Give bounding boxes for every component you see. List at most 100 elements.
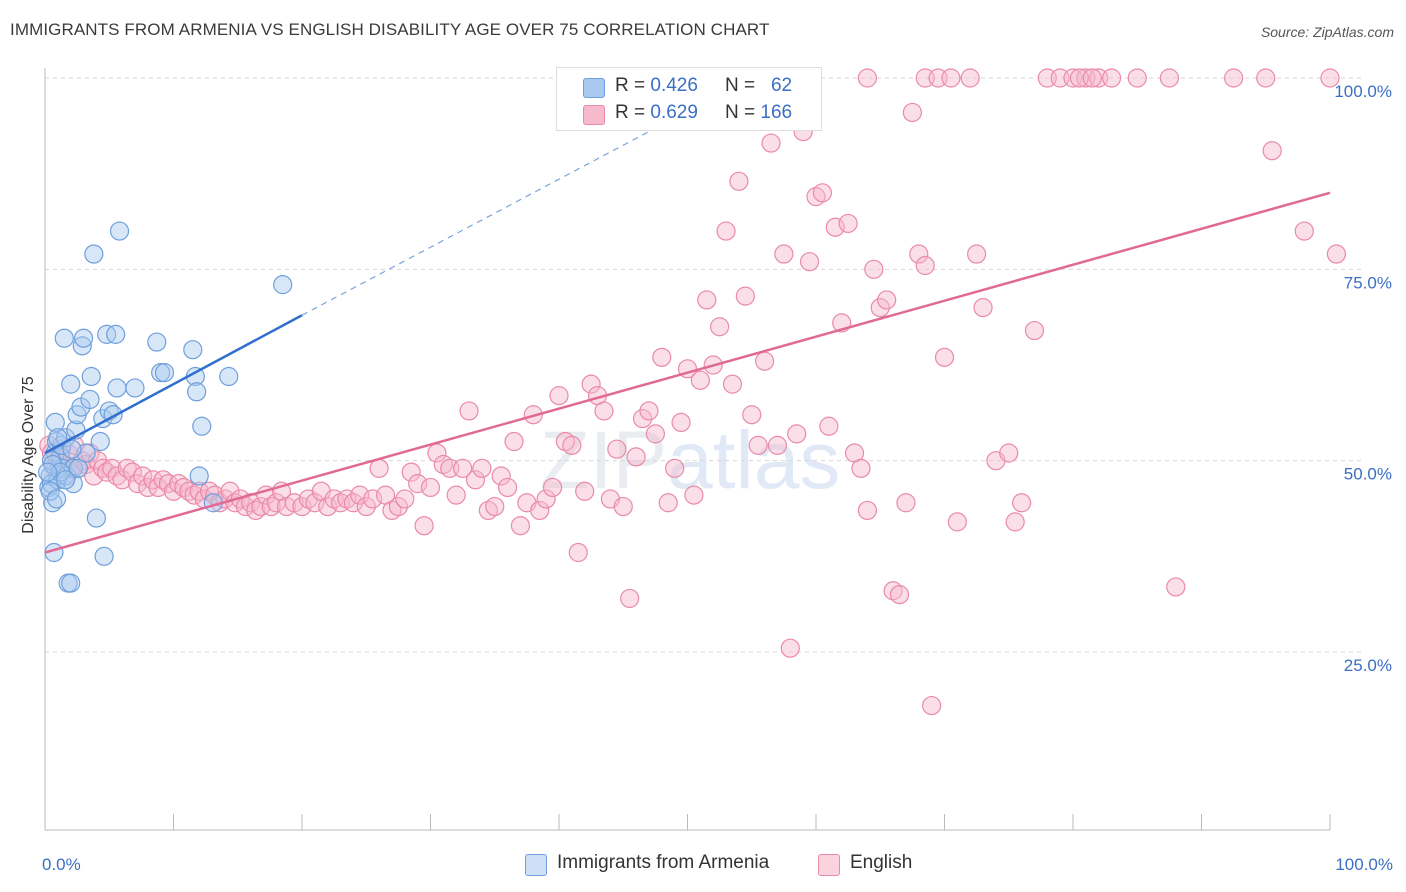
data-point-english <box>735 286 755 306</box>
data-point-english <box>395 489 415 509</box>
data-point-english <box>960 68 980 88</box>
data-point-english <box>261 496 281 517</box>
series-legend: Immigrants from Armenia English <box>0 852 1406 878</box>
y-tick-label: 25.0% <box>1344 656 1392 675</box>
data-point-english <box>408 474 428 494</box>
data-point-english <box>1127 68 1147 88</box>
data-point-english <box>562 435 582 455</box>
data-point-english <box>1224 68 1244 88</box>
data-point-english <box>453 458 473 478</box>
data-point-english <box>97 462 117 482</box>
data-point-english <box>877 290 897 310</box>
legend-n-label: N = <box>725 75 756 96</box>
data-point-english <box>857 500 878 521</box>
legend-label-armenia: Immigrants from Armenia <box>557 852 770 873</box>
data-point-english <box>401 462 421 482</box>
y-axis-title: Disability Age Over 75 <box>20 376 37 534</box>
data-point-english <box>184 485 204 505</box>
data-point-english <box>343 493 363 513</box>
data-point-armenia <box>94 546 114 566</box>
data-point-english <box>363 489 383 509</box>
data-point-english <box>896 493 916 513</box>
data-point-english <box>864 259 884 279</box>
data-point-armenia <box>63 458 83 478</box>
data-point-english <box>909 244 929 264</box>
trend-line-english <box>44 191 1331 554</box>
legend-swatch-english <box>583 105 605 125</box>
data-point-english <box>774 244 794 264</box>
data-point-english <box>246 500 266 521</box>
data-point-english <box>1294 221 1314 241</box>
data-point-english <box>645 424 665 444</box>
data-point-english <box>999 443 1019 463</box>
data-point-english <box>122 462 142 482</box>
data-point-english <box>947 512 967 532</box>
data-point-english <box>652 347 672 367</box>
data-point-english <box>607 439 627 459</box>
legend-n-value: 166 <box>760 102 793 123</box>
legend-r-value: 0.629 <box>650 102 698 123</box>
data-point-armenia <box>68 458 89 478</box>
data-point-armenia <box>90 431 110 452</box>
data-point-english <box>1101 68 1122 88</box>
data-point-english <box>902 102 922 123</box>
data-point-english <box>179 481 199 501</box>
legend-n-label: N = <box>725 102 756 123</box>
data-point-english <box>915 255 935 276</box>
data-point-english <box>671 412 691 432</box>
data-point-english <box>568 542 588 563</box>
data-point-armenia <box>107 378 127 398</box>
data-point-english <box>851 458 871 478</box>
data-point-armenia <box>147 332 167 352</box>
x-tick-label: 100.0% <box>1335 855 1393 874</box>
data-point-english <box>1159 68 1179 88</box>
data-point-armenia <box>106 324 126 344</box>
data-point-english <box>838 213 858 234</box>
data-point-armenia <box>189 466 209 486</box>
correlation-legend: R = 0.426 N = 62 R = 0.629 N = 166 <box>556 67 822 131</box>
legend-n-value: 62 <box>770 75 793 96</box>
data-point-english <box>350 485 370 505</box>
data-point-english <box>414 516 434 536</box>
data-point-english <box>356 496 376 517</box>
data-point-armenia <box>154 363 175 383</box>
data-point-english <box>1005 512 1025 532</box>
data-point-english <box>722 374 743 394</box>
data-point-armenia <box>81 366 101 387</box>
data-point-english <box>174 477 194 498</box>
data-point-armenia <box>86 508 107 528</box>
data-point-english <box>459 401 479 421</box>
data-point-english <box>542 477 563 498</box>
data-point-english <box>305 493 325 513</box>
legend-row-english: R = 0.629 N = 166 <box>557 101 821 129</box>
data-point-english <box>973 298 993 318</box>
data-point-english <box>761 133 781 153</box>
series-english <box>39 68 1347 716</box>
data-point-english <box>594 401 614 421</box>
data-point-armenia <box>72 336 92 356</box>
legend-row-armenia: R = 0.426 N = 62 <box>557 74 821 102</box>
data-point-english <box>665 458 685 478</box>
data-point-english <box>1320 68 1340 88</box>
data-point-english <box>780 638 800 658</box>
series-armenia <box>37 221 293 593</box>
data-point-armenia <box>219 366 239 387</box>
data-point-english <box>472 458 492 478</box>
y-tick-label: 100.0% <box>1334 82 1392 101</box>
data-point-english <box>1256 68 1276 88</box>
data-point-armenia <box>73 328 94 348</box>
data-point-english <box>536 489 556 509</box>
data-point-english <box>318 496 338 517</box>
data-point-armenia <box>76 443 96 463</box>
data-point-armenia <box>55 470 76 490</box>
data-point-english <box>767 435 788 455</box>
data-point-english <box>754 351 775 371</box>
data-point-english <box>169 474 189 494</box>
axes <box>44 68 1331 831</box>
data-point-english <box>819 416 839 436</box>
data-point-english <box>1011 493 1032 513</box>
legend-r-value: 0.426 <box>650 75 698 96</box>
data-point-armenia <box>80 389 100 410</box>
data-point-english <box>690 370 710 390</box>
